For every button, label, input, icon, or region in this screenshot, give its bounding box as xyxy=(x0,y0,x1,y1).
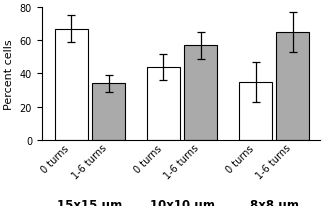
Text: 15x15 μm: 15x15 μm xyxy=(57,198,123,206)
Bar xyxy=(147,68,180,140)
Bar xyxy=(92,84,125,140)
Text: 8x8 μm: 8x8 μm xyxy=(250,198,299,206)
Bar xyxy=(55,30,88,140)
Text: 10x10 μm: 10x10 μm xyxy=(150,198,214,206)
Y-axis label: Percent cells: Percent cells xyxy=(4,39,14,109)
Bar xyxy=(276,33,309,140)
Bar xyxy=(239,82,272,140)
Bar xyxy=(184,46,217,140)
